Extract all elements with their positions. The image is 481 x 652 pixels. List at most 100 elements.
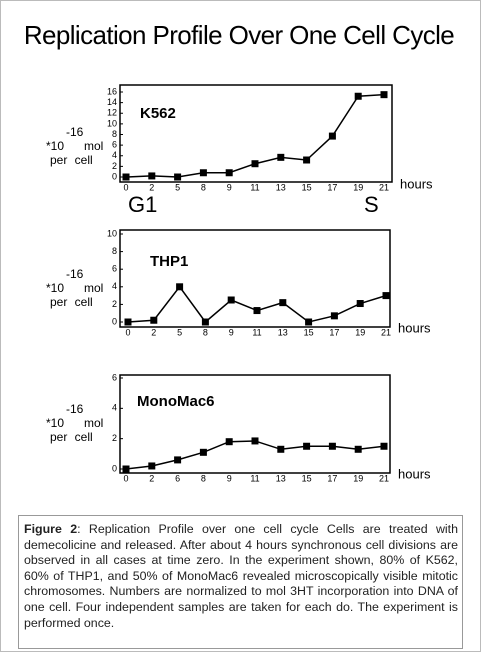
data-line	[125, 440, 385, 470]
data-point	[251, 437, 259, 445]
annotation: S	[364, 192, 379, 217]
x-tick-label: 2	[151, 327, 156, 337]
y-label-line2: per cell	[50, 153, 93, 167]
y-label-line2: per cell	[50, 295, 93, 309]
x-tick-label: 21	[379, 182, 389, 192]
caption: Figure 2: Replication Profile over one c…	[24, 522, 458, 631]
x-tick-label: 6	[175, 473, 180, 483]
y-label-exponent: -16	[66, 267, 84, 281]
x-tick-label: 5	[175, 182, 180, 192]
data-point	[328, 132, 336, 140]
x-tick-label: 19	[355, 327, 365, 337]
x-tick-label: 19	[353, 182, 363, 192]
x-label: hours	[398, 466, 431, 481]
x-tick-label: 17	[327, 473, 337, 483]
y-tick-label: 8	[112, 246, 117, 256]
chart-title: THP1	[150, 253, 188, 270]
y-tick-label: 12	[107, 108, 117, 118]
plot-frame	[119, 84, 393, 183]
data-point	[253, 307, 261, 315]
y-tick-label: 2	[112, 433, 117, 443]
x-label: hours	[400, 176, 433, 191]
data-point	[150, 316, 158, 324]
plot-frame	[119, 229, 391, 328]
y-tick-label: 6	[112, 264, 117, 274]
caption-label: Figure 2	[24, 522, 78, 536]
data-point	[356, 300, 364, 308]
x-tick-label: 13	[278, 327, 288, 337]
data-point	[382, 292, 390, 300]
y-label-line2: per cell	[50, 430, 93, 444]
data-point	[354, 445, 362, 453]
y-label-exponent: -16	[66, 125, 84, 139]
x-tick-label: 17	[329, 327, 339, 337]
y-tick-label: 6	[112, 372, 117, 382]
y-tick-label: 10	[107, 228, 117, 238]
x-label: hours	[398, 320, 431, 335]
data-point	[225, 438, 233, 446]
data-point	[328, 442, 336, 450]
y-tick-label: 4	[112, 281, 117, 291]
data-point	[380, 442, 388, 450]
x-tick-label: 0	[125, 327, 130, 337]
x-tick-label: 19	[353, 473, 363, 483]
x-tick-label: 9	[227, 473, 232, 483]
y-label-base: *10	[46, 416, 64, 430]
y-tick-label: 2	[112, 299, 117, 309]
data-point	[201, 318, 209, 326]
y-tick-label: 2	[112, 161, 117, 171]
x-tick-label: 21	[381, 327, 391, 337]
annotation: G1	[128, 192, 157, 217]
x-tick-label: 13	[276, 473, 286, 483]
data-point	[148, 462, 156, 470]
y-tick-label: 14	[107, 97, 117, 107]
x-tick-label: 11	[252, 327, 261, 337]
y-tick-label: 10	[107, 118, 117, 128]
x-tick-label: 8	[201, 473, 206, 483]
data-point	[122, 465, 130, 473]
y-tick-label: 0	[112, 463, 117, 473]
x-tick-label: 8	[201, 182, 206, 192]
data-point	[199, 448, 207, 456]
data-point	[176, 283, 184, 291]
x-tick-label: 2	[149, 473, 154, 483]
y-tick-label: 6	[112, 140, 117, 150]
data-point	[174, 173, 182, 181]
x-tick-label: 21	[379, 473, 389, 483]
y-label-unit: mol	[84, 416, 103, 430]
caption-text: : Replication Profile over one cell cycl…	[24, 522, 458, 630]
x-tick-label: 0	[123, 182, 128, 192]
chart-title: MonoMac6	[137, 393, 215, 410]
data-point	[277, 445, 285, 453]
figure-title: Replication Profile Over One Cell Cycle	[24, 20, 454, 50]
data-point	[303, 442, 311, 450]
x-tick-label: 8	[203, 327, 208, 337]
y-label-base: *10	[46, 281, 64, 295]
data-point	[227, 296, 235, 304]
x-tick-label: 15	[304, 327, 314, 337]
data-point	[199, 169, 207, 177]
data-point	[380, 91, 388, 99]
data-point	[354, 92, 362, 100]
chart-title: K562	[140, 105, 176, 122]
y-label-base: *10	[46, 139, 64, 153]
x-tick-label: 5	[177, 327, 182, 337]
x-tick-label: 15	[302, 473, 312, 483]
x-tick-label: 11	[250, 182, 259, 192]
data-point	[225, 169, 233, 177]
data-point	[277, 153, 285, 161]
x-tick-label: 9	[229, 327, 234, 337]
data-point	[305, 318, 313, 326]
data-point	[279, 299, 287, 307]
y-tick-label: 0	[112, 316, 117, 326]
data-point	[174, 456, 182, 464]
x-tick-label: 9	[227, 182, 232, 192]
y-tick-label: 0	[112, 171, 117, 181]
plot-frame	[119, 374, 391, 474]
y-tick-label: 4	[112, 403, 117, 413]
caption-border	[18, 515, 463, 649]
data-point	[122, 173, 130, 181]
x-tick-label: 0	[123, 473, 128, 483]
y-label-exponent: -16	[66, 402, 84, 416]
